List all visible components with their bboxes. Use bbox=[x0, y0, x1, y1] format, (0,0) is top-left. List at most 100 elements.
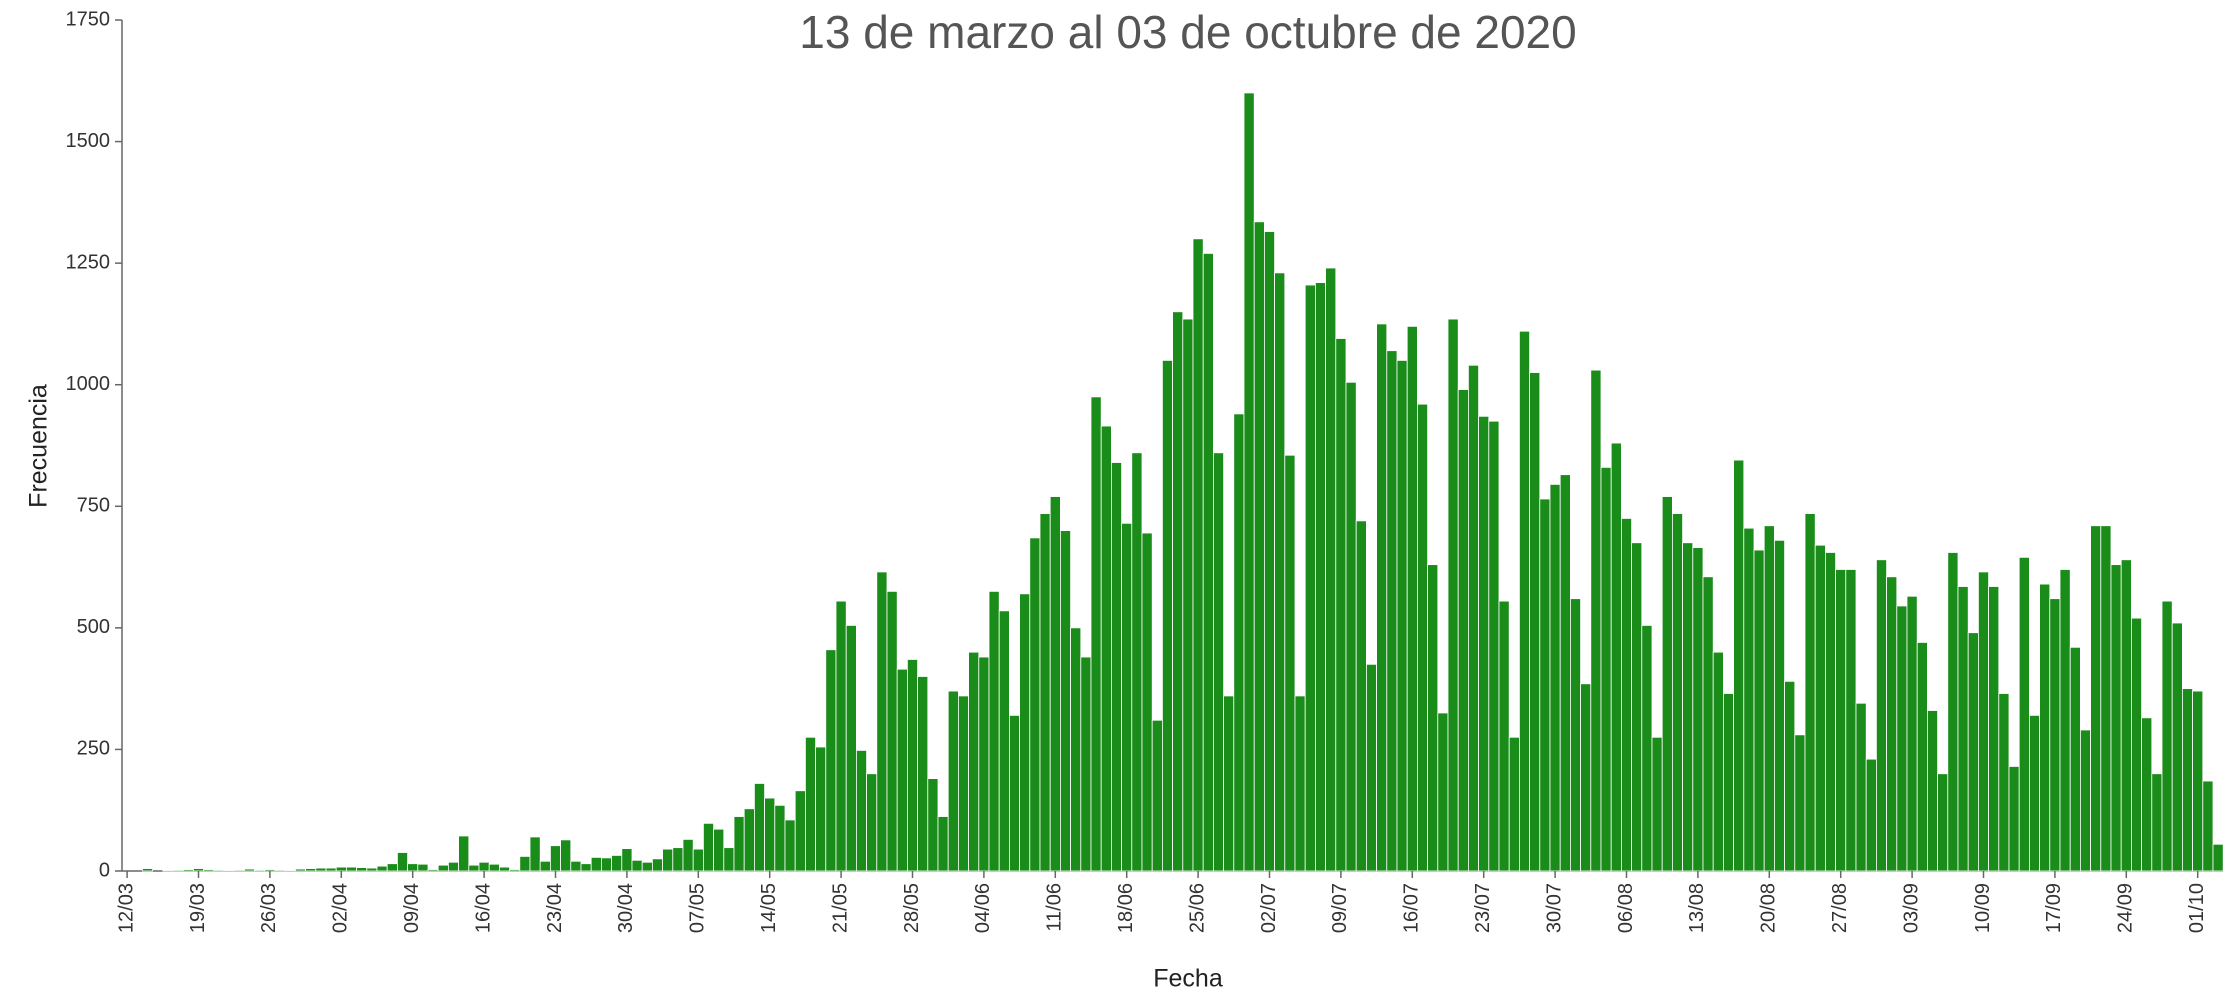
bar bbox=[672, 847, 684, 872]
x-tick-label: 10/09 bbox=[1972, 883, 1994, 933]
y-tick-label: 750 bbox=[77, 495, 110, 517]
x-tick-label: 19/03 bbox=[187, 883, 209, 933]
bar bbox=[386, 863, 398, 872]
bar bbox=[2120, 559, 2132, 872]
x-tick-label: 26/03 bbox=[258, 883, 280, 933]
bar bbox=[345, 866, 357, 872]
bar bbox=[856, 750, 868, 872]
bar bbox=[1315, 282, 1327, 872]
bar bbox=[325, 867, 337, 872]
bar bbox=[2161, 600, 2173, 872]
bar bbox=[733, 816, 745, 872]
bar bbox=[509, 869, 521, 872]
bar bbox=[907, 659, 919, 872]
bar bbox=[1019, 593, 1031, 872]
bar bbox=[172, 869, 184, 872]
bar bbox=[1447, 318, 1459, 872]
bar bbox=[958, 695, 970, 872]
bar bbox=[1600, 466, 1612, 872]
bar bbox=[998, 610, 1010, 872]
x-tick-label: 09/04 bbox=[401, 883, 423, 933]
bar bbox=[774, 804, 786, 872]
bar bbox=[1488, 420, 1500, 872]
bar bbox=[1886, 576, 1898, 872]
bar bbox=[1539, 498, 1551, 872]
bar bbox=[1468, 364, 1480, 872]
x-tick-label: 12/03 bbox=[115, 883, 137, 933]
bar bbox=[1957, 586, 1969, 872]
bar bbox=[1733, 459, 1745, 872]
bar bbox=[1804, 513, 1816, 872]
bar bbox=[366, 867, 378, 872]
x-tick-label: 04/06 bbox=[972, 883, 994, 933]
bar bbox=[1274, 272, 1286, 872]
bar bbox=[1335, 338, 1347, 872]
bar bbox=[590, 856, 602, 872]
bar bbox=[233, 869, 245, 872]
bar bbox=[1284, 454, 1296, 872]
bar bbox=[447, 861, 459, 872]
bar bbox=[1508, 736, 1520, 872]
bar bbox=[896, 668, 908, 872]
x-tick-label: 24/09 bbox=[2115, 883, 2137, 933]
bar bbox=[2212, 843, 2224, 872]
bar bbox=[1121, 522, 1133, 872]
bar bbox=[876, 571, 888, 872]
bar bbox=[1876, 559, 1888, 872]
bar bbox=[1498, 600, 1510, 872]
chart-title: 13 de marzo al 03 de octubre de 2020 bbox=[799, 6, 1576, 58]
y-tick-label: 250 bbox=[77, 738, 110, 760]
bar bbox=[743, 808, 755, 872]
bar bbox=[203, 869, 215, 872]
bar bbox=[1978, 571, 1990, 872]
bar bbox=[417, 863, 429, 872]
bar bbox=[1559, 474, 1571, 872]
bar bbox=[1325, 267, 1337, 872]
bar bbox=[825, 649, 837, 872]
bar bbox=[1294, 695, 1306, 872]
bar bbox=[498, 866, 510, 872]
bar bbox=[539, 860, 551, 872]
bar bbox=[1621, 518, 1633, 872]
bar bbox=[1590, 369, 1602, 872]
bar bbox=[1427, 564, 1439, 872]
bar bbox=[703, 822, 715, 872]
bar bbox=[652, 858, 664, 872]
bar bbox=[2018, 556, 2030, 872]
y-axis-title: Frecuencia bbox=[25, 384, 53, 508]
bar bbox=[396, 852, 408, 872]
x-tick-label: 16/07 bbox=[1401, 883, 1423, 933]
bar bbox=[1111, 462, 1123, 872]
bar bbox=[815, 746, 827, 872]
bar bbox=[1243, 92, 1255, 872]
bar bbox=[1070, 627, 1082, 872]
bar bbox=[376, 865, 388, 872]
bar bbox=[192, 868, 204, 872]
bar bbox=[2141, 717, 2153, 872]
bar bbox=[560, 839, 572, 872]
bar bbox=[1865, 758, 1877, 872]
bar bbox=[1753, 549, 1765, 872]
bar bbox=[213, 869, 225, 872]
bar bbox=[1396, 359, 1408, 872]
x-tick-label: 06/08 bbox=[1615, 883, 1637, 933]
bar bbox=[182, 869, 194, 872]
bar bbox=[335, 866, 347, 872]
bar bbox=[794, 790, 806, 872]
bar bbox=[2029, 714, 2041, 872]
bar bbox=[1162, 359, 1174, 872]
bar bbox=[264, 869, 276, 872]
bar bbox=[1100, 425, 1112, 872]
bar bbox=[978, 656, 990, 872]
bar bbox=[2181, 688, 2193, 872]
bar bbox=[1610, 442, 1622, 872]
bar bbox=[1080, 656, 1092, 872]
x-tick-label: 07/05 bbox=[687, 883, 709, 933]
bar bbox=[1927, 710, 1939, 872]
bar bbox=[1304, 284, 1316, 872]
bar bbox=[254, 869, 266, 872]
bar bbox=[1794, 734, 1806, 872]
bar bbox=[458, 835, 470, 872]
x-tick-label: 02/04 bbox=[330, 883, 352, 933]
